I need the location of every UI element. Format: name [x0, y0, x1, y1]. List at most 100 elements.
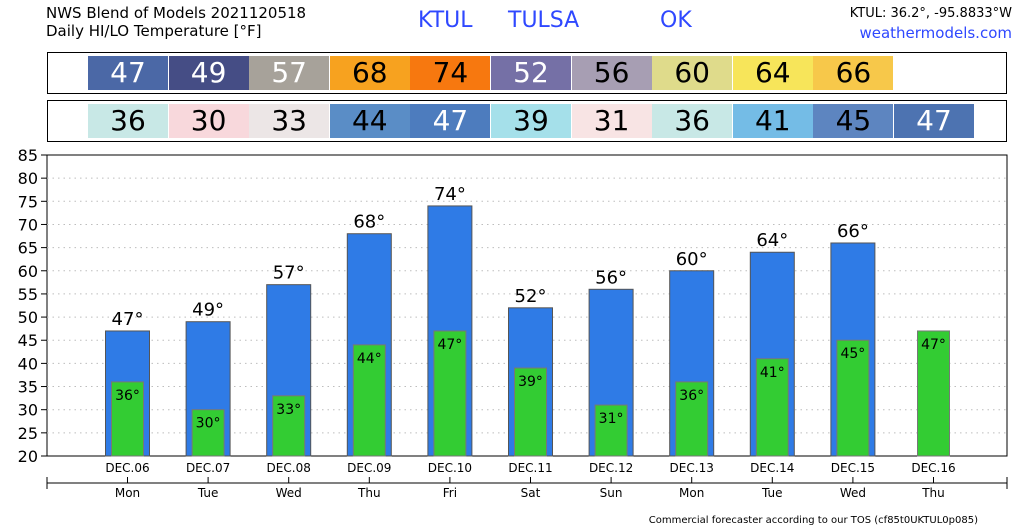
y-tick-label: 45	[18, 331, 38, 350]
x-tick-label: DEC.14	[750, 461, 794, 475]
chart-subtitle: Daily HI/LO Temperature [°F]	[46, 22, 262, 40]
weekday-label: Tue	[197, 486, 219, 500]
weekday-label: Thu	[921, 486, 945, 500]
high-temp-label: 47°	[112, 309, 144, 330]
y-tick-label: 40	[18, 354, 38, 373]
lo_row-cell: 47	[894, 104, 974, 138]
low-temp-label: 45°	[840, 346, 865, 362]
low-temp-label: 30°	[196, 416, 221, 432]
high-temp-label: 64°	[756, 230, 788, 251]
low-temperature-row: 36 30 33 44 47 39 31 36 41 45 47	[47, 100, 1007, 142]
x-tick-label: DEC.10	[428, 461, 472, 475]
high-temp-label: 60°	[676, 249, 708, 270]
lo_row-cell: 41	[732, 104, 813, 138]
lo_row-cell: 39	[491, 104, 571, 138]
low-temp-label: 36°	[679, 388, 704, 404]
x-tick-label: DEC.15	[831, 461, 875, 475]
weekday-label: Sat	[521, 486, 541, 500]
y-tick-label: 75	[18, 192, 38, 211]
high-temp-label: 49°	[192, 300, 224, 321]
hi_row-cell: 49	[168, 56, 249, 90]
station-coordinates: KTUL: 36.2°, -95.8833°W	[849, 6, 1012, 21]
low-temp-label: 36°	[115, 388, 140, 404]
low-temp-bar	[352, 344, 386, 457]
y-tick-label: 35	[18, 378, 38, 397]
low-temp-label: 39°	[518, 374, 543, 390]
low-temp-bar	[111, 381, 144, 457]
low-temp-label: 47°	[437, 337, 462, 353]
low-temp-bar	[594, 404, 628, 457]
y-tick-label: 80	[18, 169, 38, 188]
hi_row-cell: 68	[329, 56, 410, 90]
lo_row-cell: 30	[168, 104, 249, 138]
high-temp-label: 68°	[353, 212, 385, 233]
low-temp-label: 33°	[276, 402, 301, 418]
hi_row-cell: 60	[652, 56, 733, 90]
high-temp-label: 66°	[837, 221, 869, 242]
station-id: KTUL	[418, 8, 473, 33]
low-temp-bar	[514, 367, 547, 457]
low-temp-bar	[191, 409, 225, 457]
high-temp-label: 52°	[515, 286, 547, 307]
low-temp-bar	[755, 358, 789, 457]
hi_row-cell: 64	[732, 56, 813, 90]
weekday-label: Tue	[761, 486, 783, 500]
low-temp-label: 44°	[357, 351, 382, 367]
low-temp-bar	[433, 330, 467, 457]
y-tick-label: 25	[18, 424, 38, 443]
lo_row-cell: 36	[652, 104, 733, 138]
y-tick-label: 65	[18, 239, 38, 258]
low-temp-bar	[917, 330, 950, 457]
high-temp-label: 56°	[595, 267, 627, 288]
x-tick-label: DEC.07	[186, 461, 230, 475]
website-link[interactable]: weathermodels.com	[859, 24, 1012, 42]
low-temp-label: 41°	[760, 365, 785, 381]
footer-note: Commercial forecaster according to our T…	[648, 515, 978, 526]
x-tick-label: DEC.11	[508, 461, 552, 475]
hi_row-cell: 57	[249, 56, 330, 90]
low-temp-label: 31°	[599, 411, 624, 427]
chart-title: NWS Blend of Models 2021120518	[46, 4, 307, 22]
high-temperature-row: 47 49 57 68 74 52 56 60 64 66	[47, 52, 1007, 94]
y-tick-label: 20	[18, 447, 38, 466]
hi_row-cell: 52	[491, 56, 571, 90]
x-tick-label: DEC.09	[347, 461, 391, 475]
low-temp-bar	[675, 381, 709, 457]
lo_row-cell: 45	[813, 104, 894, 138]
low-temp-bar	[272, 395, 306, 457]
high-temp-label: 57°	[273, 263, 305, 284]
lo_row-cell: 36	[88, 104, 168, 138]
hi_row-cell: 66	[813, 56, 894, 90]
lo_row-cell: 47	[410, 104, 491, 138]
weekday-label: Sun	[600, 486, 623, 500]
state-name: OK	[660, 8, 692, 33]
x-tick-label: DEC.13	[670, 461, 714, 475]
y-tick-label: 60	[18, 262, 38, 281]
weekday-label: Thu	[357, 486, 381, 500]
weekday-label: Wed	[276, 486, 302, 500]
weekday-label: Fri	[443, 486, 457, 500]
lo_row-cell: 44	[329, 104, 410, 138]
x-tick-label: DEC.08	[267, 461, 311, 475]
lo_row-cell: 31	[571, 104, 652, 138]
y-tick-label: 70	[18, 215, 38, 234]
low-temp-label: 47°	[921, 337, 946, 353]
y-tick-label: 30	[18, 401, 38, 420]
hi_row-cell: 74	[410, 56, 491, 90]
lo_row-cell: 33	[249, 104, 330, 138]
high-temp-label: 74°	[434, 184, 466, 205]
weekday-label: Mon	[679, 486, 704, 500]
x-tick-label: DEC.12	[589, 461, 633, 475]
weekday-label: Wed	[840, 486, 866, 500]
y-tick-label: 50	[18, 308, 38, 327]
low-temp-bar	[836, 339, 870, 457]
y-tick-label: 85	[18, 146, 38, 165]
city-name: TULSA	[508, 8, 580, 33]
x-tick-label: DEC.16	[911, 461, 955, 475]
x-tick-label: DEC.06	[105, 461, 149, 475]
hi_row-cell: 47	[88, 56, 168, 90]
weekday-label: Mon	[115, 486, 140, 500]
hi_row-cell: 56	[571, 56, 652, 90]
y-tick-label: 55	[18, 285, 38, 304]
